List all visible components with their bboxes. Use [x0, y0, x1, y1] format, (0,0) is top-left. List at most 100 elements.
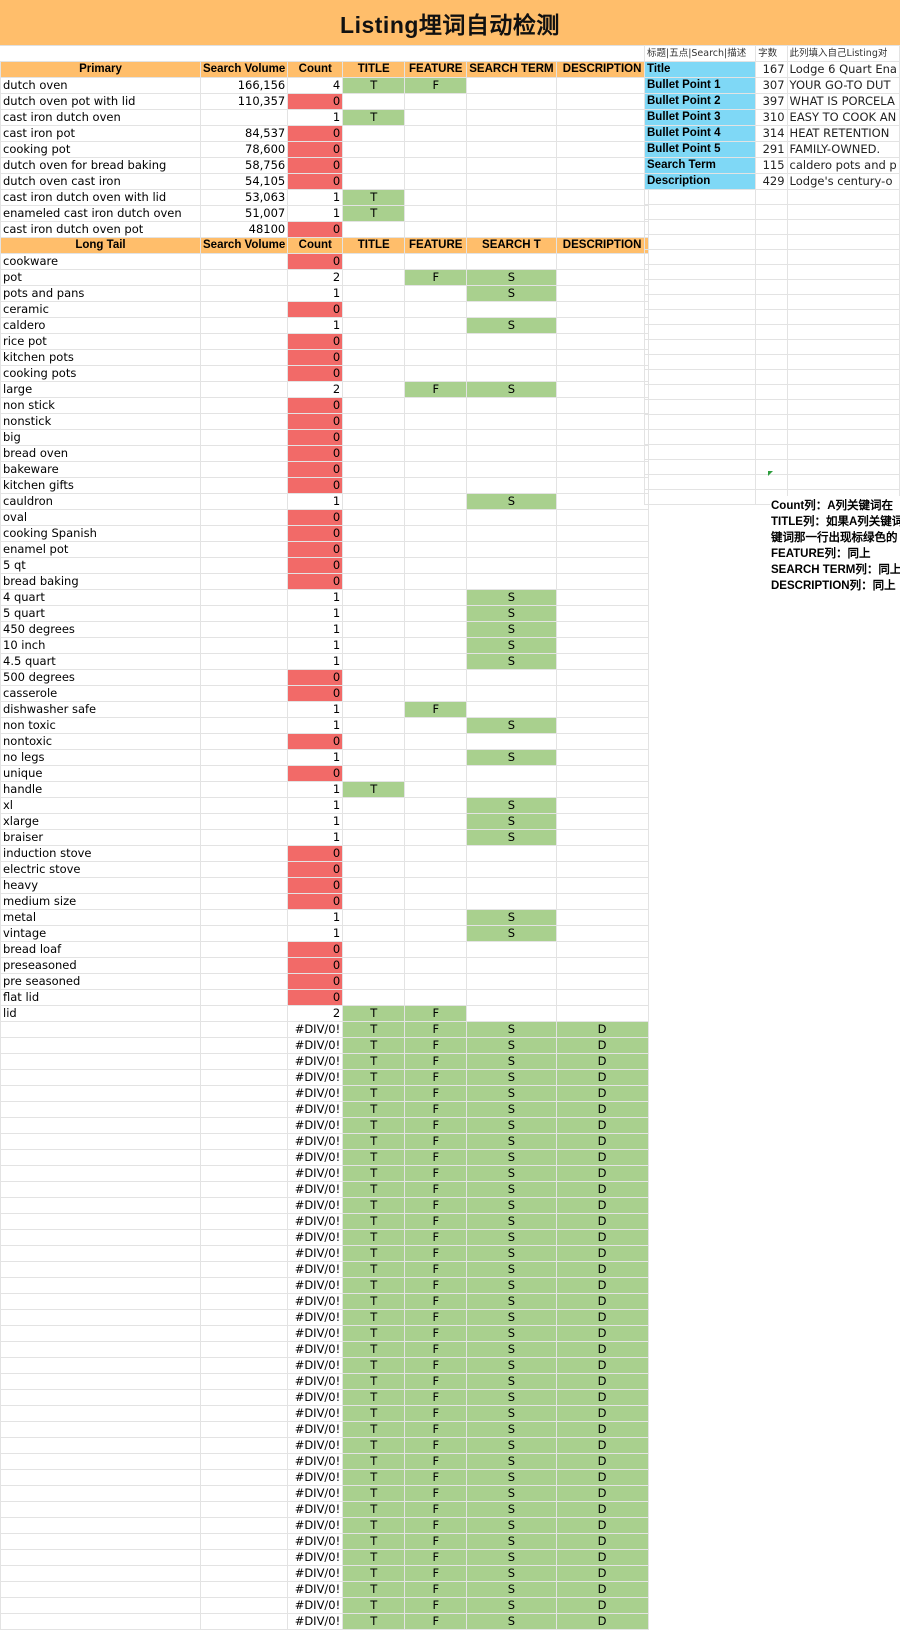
searchterm-flag-cell[interactable]	[466, 125, 557, 142]
longtail-header-cell[interactable]: DESCRIPTION	[555, 237, 649, 254]
count-cell[interactable]: #DIV/0!	[287, 1165, 344, 1182]
keyword-cell[interactable]: cooking Spanish	[0, 525, 201, 542]
search-volume-cell[interactable]	[199, 557, 289, 574]
search-volume-cell[interactable]	[199, 845, 289, 862]
char-count-cell[interactable]: 115	[755, 157, 788, 174]
keyword-cell[interactable]	[0, 1229, 201, 1246]
searchterm-flag-cell[interactable]: S	[466, 589, 557, 606]
count-cell[interactable]: #DIV/0!	[287, 1053, 344, 1070]
feature-flag-cell[interactable]: F	[404, 1613, 468, 1630]
description-flag-cell[interactable]: D	[555, 1437, 649, 1454]
keyword-cell[interactable]: 4 quart	[0, 589, 201, 606]
keyword-cell[interactable]	[0, 1069, 201, 1086]
keyword-cell[interactable]	[0, 1277, 201, 1294]
title-flag-cell[interactable]	[342, 749, 406, 766]
empty-cell[interactable]	[643, 234, 757, 250]
description-flag-cell[interactable]	[555, 957, 649, 974]
keyword-cell[interactable]: enamel pot	[0, 541, 201, 558]
listing-text-cell[interactable]: HEAT RETENTION	[786, 125, 900, 142]
keyword-cell[interactable]	[0, 1421, 201, 1438]
title-flag-cell[interactable]	[342, 989, 406, 1006]
searchterm-flag-cell[interactable]	[466, 541, 557, 558]
description-flag-cell[interactable]: D	[555, 1149, 649, 1166]
title-flag-cell[interactable]	[342, 909, 406, 926]
keyword-cell[interactable]	[0, 1357, 201, 1374]
description-flag-cell[interactable]: D	[555, 1517, 649, 1534]
longtail-header-cell[interactable]: FEATURE	[404, 237, 468, 254]
title-flag-cell[interactable]	[342, 93, 406, 110]
listing-text-cell[interactable]: Lodge 6 Quart Ena	[786, 61, 900, 78]
search-volume-cell[interactable]	[199, 653, 289, 670]
primary-header-cell[interactable]: DESCRIPTION	[555, 61, 649, 78]
description-flag-cell[interactable]	[555, 989, 649, 1006]
count-cell[interactable]: 1	[287, 909, 344, 926]
searchterm-flag-cell[interactable]	[466, 477, 557, 494]
search-volume-cell[interactable]	[199, 797, 289, 814]
description-flag-cell[interactable]	[555, 301, 649, 318]
searchterm-flag-cell[interactable]: S	[466, 637, 557, 654]
keyword-cell[interactable]	[0, 1501, 201, 1518]
description-flag-cell[interactable]	[555, 733, 649, 750]
title-flag-cell[interactable]: T	[342, 1053, 406, 1070]
search-volume-cell[interactable]	[199, 445, 289, 462]
feature-flag-cell[interactable]	[404, 493, 468, 510]
primary-header-cell[interactable]: SEARCH TERM	[466, 61, 557, 78]
char-count-cell[interactable]: 310	[755, 109, 788, 126]
count-cell[interactable]: 1	[287, 813, 344, 830]
description-flag-cell[interactable]	[555, 893, 649, 910]
feature-flag-cell[interactable]: F	[404, 1597, 468, 1614]
keyword-cell[interactable]: enameled cast iron dutch oven	[0, 205, 201, 222]
description-flag-cell[interactable]	[555, 349, 649, 366]
empty-cell[interactable]	[643, 219, 757, 235]
title-flag-cell[interactable]: T	[342, 1357, 406, 1374]
keyword-cell[interactable]	[0, 1117, 201, 1134]
count-cell[interactable]: 2	[287, 381, 344, 398]
searchterm-flag-cell[interactable]: S	[466, 909, 557, 926]
count-cell[interactable]: 0	[287, 461, 344, 478]
searchterm-flag-cell[interactable]: S	[466, 717, 557, 734]
keyword-cell[interactable]	[0, 1213, 201, 1230]
longtail-header-cell[interactable]: TITLE	[342, 237, 406, 254]
feature-flag-cell[interactable]: F	[404, 1229, 468, 1246]
keyword-cell[interactable]: dutch oven for bread baking	[0, 157, 201, 174]
keyword-cell[interactable]: rice pot	[0, 333, 201, 350]
description-flag-cell[interactable]	[555, 461, 649, 478]
searchterm-flag-cell[interactable]: S	[466, 1453, 557, 1470]
description-flag-cell[interactable]	[555, 605, 649, 622]
keyword-cell[interactable]: pots and pans	[0, 285, 201, 302]
feature-flag-cell[interactable]: F	[404, 1389, 468, 1406]
title-flag-cell[interactable]: T	[342, 1373, 406, 1390]
title-flag-cell[interactable]	[342, 717, 406, 734]
title-flag-cell[interactable]: T	[342, 1549, 406, 1566]
feature-flag-cell[interactable]: F	[404, 1485, 468, 1502]
search-volume-cell[interactable]	[199, 1053, 289, 1070]
feature-flag-cell[interactable]: F	[404, 1069, 468, 1086]
empty-cell[interactable]	[643, 414, 757, 430]
search-volume-cell[interactable]	[199, 1229, 289, 1246]
search-volume-cell[interactable]	[199, 1501, 289, 1518]
feature-flag-cell[interactable]: F	[404, 1357, 468, 1374]
count-cell[interactable]: #DIV/0!	[287, 1245, 344, 1262]
description-flag-cell[interactable]	[555, 749, 649, 766]
description-flag-cell[interactable]: D	[555, 1293, 649, 1310]
title-flag-cell[interactable]	[342, 285, 406, 302]
keyword-cell[interactable]	[0, 1309, 201, 1326]
searchterm-flag-cell[interactable]	[466, 989, 557, 1006]
keyword-cell[interactable]: big	[0, 429, 201, 446]
title-flag-cell[interactable]	[342, 349, 406, 366]
searchterm-flag-cell[interactable]: S	[466, 749, 557, 766]
title-flag-cell[interactable]	[342, 413, 406, 430]
searchterm-flag-cell[interactable]	[466, 93, 557, 110]
description-flag-cell[interactable]	[555, 157, 649, 174]
description-flag-cell[interactable]: D	[555, 1357, 649, 1374]
feature-flag-cell[interactable]	[404, 397, 468, 414]
empty-cell[interactable]	[786, 399, 900, 415]
feature-flag-cell[interactable]	[404, 605, 468, 622]
searchterm-flag-cell[interactable]: S	[466, 1309, 557, 1326]
count-cell[interactable]: #DIV/0!	[287, 1389, 344, 1406]
keyword-cell[interactable]: xl	[0, 797, 201, 814]
keyword-cell[interactable]	[0, 1549, 201, 1566]
search-volume-cell[interactable]: 58,756	[199, 157, 289, 174]
search-volume-cell[interactable]: 78,600	[199, 141, 289, 158]
search-volume-cell[interactable]	[199, 685, 289, 702]
